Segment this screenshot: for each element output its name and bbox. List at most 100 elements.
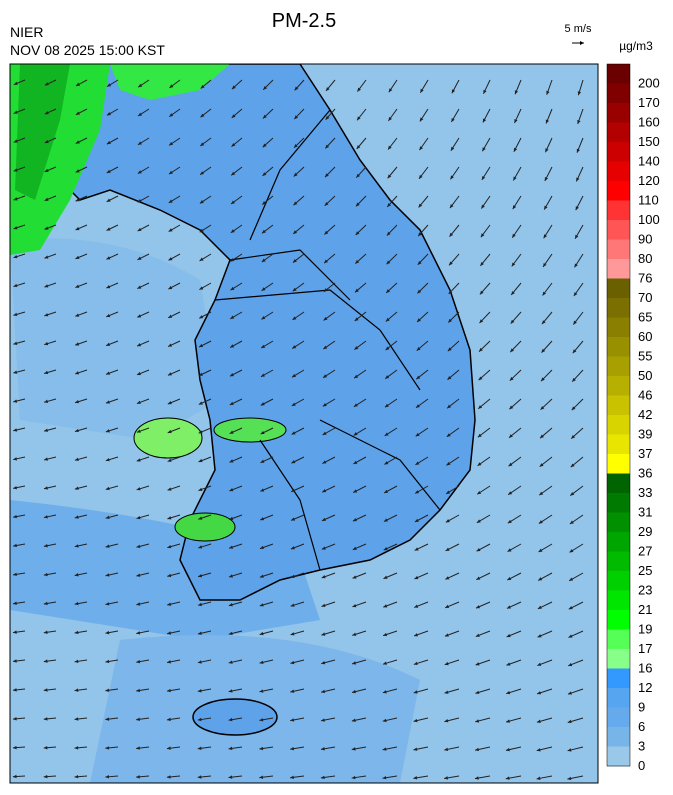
wind-arrow-head (507, 519, 512, 524)
wind-arrow-head (106, 227, 111, 231)
wind-arrow-head (137, 199, 142, 203)
wind-arrow-head (262, 143, 267, 148)
colorbar-swatch (607, 395, 630, 416)
wind-arrow-head (200, 171, 205, 175)
wind-arrow-head (260, 430, 265, 435)
wind-arrow-head (229, 459, 234, 463)
wind-arrow-head (541, 348, 546, 353)
colorbar-label: 200 (638, 76, 660, 91)
wind-arrow-head (12, 688, 17, 692)
colorbar-swatch (607, 83, 630, 104)
wind-arrow-head (321, 546, 326, 550)
wind-arrow-head (418, 232, 422, 237)
wind-arrow-head (199, 315, 204, 319)
wind-arrow-head (228, 631, 233, 636)
wind-arrow-head (105, 515, 110, 519)
wind-arrow-head (293, 201, 298, 206)
wind-arrow-head (44, 428, 49, 432)
wind-arrow-head (291, 517, 296, 521)
wind-arrow-head (451, 89, 456, 94)
wind-arrow-head (414, 575, 419, 580)
wind-arrow-head (382, 747, 387, 751)
wind-arrow-head (482, 147, 486, 152)
wind-arrow-head (352, 603, 357, 608)
wind-arrow-head (198, 573, 203, 578)
wind-arrow-head (229, 545, 234, 549)
wind-arrow-head (540, 405, 545, 410)
wind-arrow-head (538, 520, 543, 524)
wind-arrow-head (75, 111, 80, 115)
wind-arrow-head (13, 341, 18, 345)
colorbar-label: 80 (638, 251, 652, 266)
wind-arrow-head (105, 573, 110, 577)
wind-arrow-head (75, 399, 79, 404)
wind-arrow-head (382, 661, 387, 665)
wind-arrow-head (572, 377, 576, 382)
wind-arrow-head (290, 718, 295, 722)
wind-arrow-head (506, 690, 511, 695)
wind-arrow-head (570, 463, 575, 468)
land (10, 64, 476, 601)
wind-arrow-head (413, 690, 418, 694)
wind-arrow-head (198, 602, 202, 607)
wind-arrow-head (136, 544, 141, 549)
wind-arrow-head (447, 376, 452, 380)
wind-arrow-head (567, 776, 572, 781)
colorbar-swatch (607, 278, 630, 299)
wind-arrow-head (198, 430, 203, 434)
wind-arrow-head (197, 746, 202, 750)
wind-arrow-head (198, 372, 203, 376)
wind-arrow-head (544, 176, 549, 181)
colorbar-swatch (607, 239, 630, 260)
wind-arrow-head (476, 547, 481, 552)
wind-arrow-head (351, 747, 356, 751)
wind-arrow-head (138, 83, 143, 88)
wind-arrow-head (510, 319, 515, 324)
wind-arrow-head (567, 748, 572, 752)
colorbar-swatch (607, 220, 630, 240)
wind-arrow-head (576, 148, 580, 153)
wind-arrow-head (475, 690, 480, 695)
wind-arrow-head (475, 633, 480, 637)
wind-arrow-head (74, 544, 79, 548)
wind-arrow-head (568, 605, 573, 610)
colorbar-label: 36 (638, 466, 652, 481)
wind-arrow-head (105, 544, 110, 548)
wind-arrow-head (137, 141, 142, 145)
wind-arrow-head (290, 689, 295, 693)
wind-arrow-head (384, 432, 389, 436)
wind-arrow-head (13, 312, 18, 317)
title: PM-2.5 (272, 10, 336, 32)
wind-arrow-head (105, 486, 110, 491)
wind-arrow-head (167, 544, 172, 549)
wind-arrow-head (230, 229, 235, 233)
wind-arrow-head (260, 402, 265, 406)
wind-arrow-head (13, 370, 18, 374)
wind-arrow-head (477, 490, 482, 495)
wind-arrow-head (229, 430, 234, 434)
wind-arrow-head (352, 632, 357, 636)
wind-arrow-head (384, 403, 389, 408)
wind-arrow-head (105, 775, 110, 779)
wind-arrow-head (413, 718, 418, 723)
wind-arrow-head (44, 226, 49, 230)
wind-arrow-head (106, 371, 111, 375)
wind-arrow-head (571, 406, 576, 411)
wind-arrow-head (13, 428, 18, 432)
colorbar-label: 21 (638, 602, 652, 617)
wind-arrow-head (384, 461, 389, 465)
wind-arrow-head (568, 634, 573, 638)
wind-arrow-head (506, 605, 511, 609)
wind-arrow-head (322, 517, 327, 521)
wind-arrow-head (43, 543, 48, 548)
wind-arrow-head (540, 377, 545, 382)
wind-arrow-head (137, 285, 142, 289)
wind-arrow-head (198, 487, 203, 491)
wind-arrow-head (106, 198, 111, 202)
wind-arrow-head (137, 343, 142, 347)
colorbar-unit: µg/m3 (619, 39, 653, 53)
wind-arrow-head (324, 173, 329, 178)
wind-arrow-head (44, 255, 49, 259)
colorbar-swatch (607, 629, 630, 650)
